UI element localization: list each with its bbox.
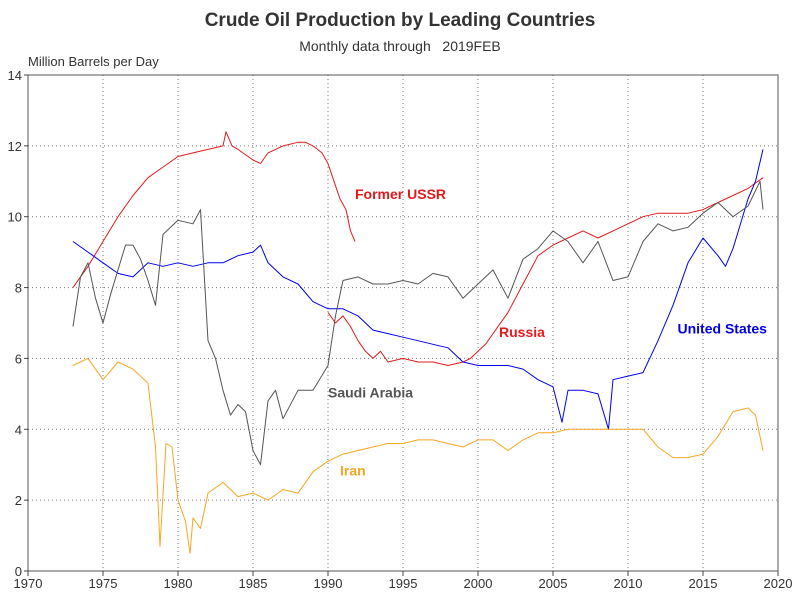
chart-subtitle: Monthly data through 2019FEB [299,38,501,54]
series-label-russia: Russia [499,324,545,340]
x-tick-label: 2000 [464,576,493,591]
y-tick-label: 10 [8,210,22,225]
x-tick-label: 2015 [689,576,718,591]
x-tick-label: 2010 [614,576,643,591]
x-tick-label: 2020 [764,576,793,591]
y-tick-label: 0 [15,564,22,579]
x-tick-label: 1980 [164,576,193,591]
gridlines [28,74,778,571]
series-line-russia [327,177,764,366]
y-tick-label: 4 [15,422,22,437]
series-label-iran: Iran [340,462,366,478]
x-tick-label: 1970 [14,576,43,591]
y-tick-label: 2 [15,493,22,508]
x-tick-label: 1985 [239,576,268,591]
y-tick-label: 6 [15,351,22,366]
x-tick-label: 1975 [89,576,118,591]
series-line-former-ussr [72,131,356,288]
y-tick-label: 8 [15,281,22,296]
series-labels: Former USSR Russia United States Saudi Arab… [328,186,767,478]
series-label-former-ussr: Former USSR [355,186,446,202]
x-tick-label: 2005 [539,576,568,591]
y-tick-label: 14 [8,68,22,83]
x-tick-label: 1995 [389,576,418,591]
series-lines [72,131,764,554]
series-line-united-states [72,149,764,430]
chart-title: Crude Oil Production by Leading Countrie… [205,10,596,31]
series-label-saudi-arabia: Saudi Arabia [328,384,413,400]
axes: 1970 1975 1980 1985 1990 1995 2000 2005 2010 2015… [8,68,793,591]
series-label-united-states: United States [678,321,768,337]
y-tick-label: 12 [8,139,22,154]
x-tick-label: 1990 [314,576,343,591]
series-line-saudi-arabia [72,180,764,466]
y-axis-label: Million Barrels per Day [28,54,159,69]
series-line-iran [72,357,764,554]
